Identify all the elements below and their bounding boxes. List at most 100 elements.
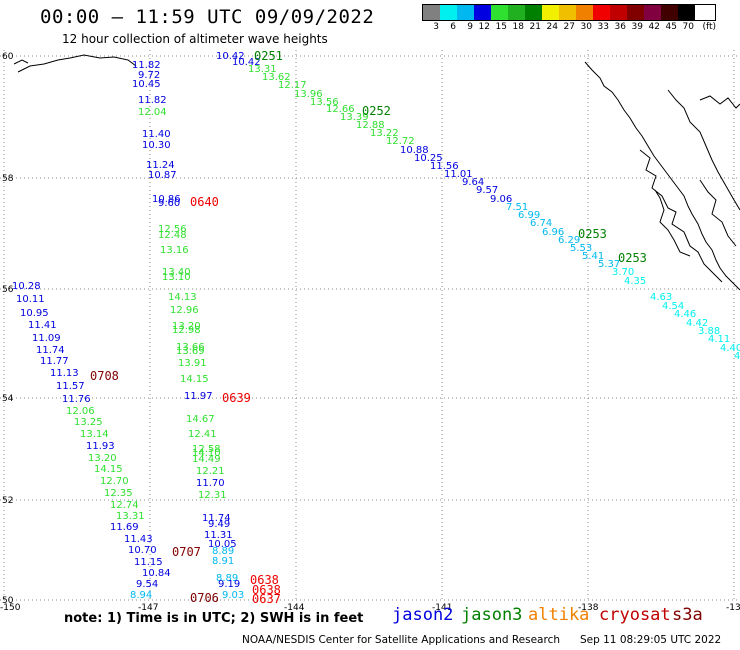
swh-value: 12.96 (170, 305, 199, 316)
latitude-label: 54 (2, 394, 14, 404)
legend-swatch (678, 5, 695, 20)
swh-value: 12.88 (356, 120, 385, 131)
swh-value: 12.21 (196, 466, 225, 477)
legend-tick-label: 18 (512, 22, 524, 32)
swh-value: 12.41 (188, 429, 217, 440)
swh-value: 13.22 (370, 128, 399, 139)
legend-swatch (627, 5, 644, 20)
swh-value: 11.77 (40, 356, 69, 367)
longitude-label: -144 (284, 603, 305, 613)
swh-value: 12.98 (172, 325, 201, 336)
swh-value: 9.57 (476, 185, 498, 196)
swh-value: 10.42 (232, 57, 261, 68)
swh-value: 10.30 (142, 140, 171, 151)
pass-time-label: 0640 (190, 195, 219, 209)
swh-value: 12.04 (138, 107, 167, 118)
map-subtitle: 12 hour collection of altimeter wave hei… (62, 32, 328, 46)
swh-value: 9.03 (222, 590, 244, 601)
swh-value: 14.13 (168, 292, 197, 303)
pass-time-label: 0253 (618, 251, 647, 265)
swh-value: 11.76 (62, 394, 91, 405)
legend-swatch (644, 5, 661, 20)
legend-swatch (576, 5, 593, 20)
swh-value: 9.49 (208, 519, 230, 530)
longitude-label: -147 (138, 603, 158, 613)
pass-time-label: 0637 (252, 592, 281, 606)
map-title: 00:00 – 11:59 UTC 09/09/2022 (40, 6, 375, 28)
swh-value: 11.43 (124, 534, 153, 545)
legend-tick-label: 24 (546, 22, 558, 32)
swh-value: 12.35 (104, 488, 133, 499)
latitude-label: 50 (2, 596, 14, 606)
legend-tick-label: 36 (614, 22, 626, 32)
longitude-label: -150 (0, 603, 21, 613)
swh-value: 10.87 (148, 170, 177, 181)
satellite-name: cryosat (599, 605, 671, 625)
swh-value: 4.40 (720, 343, 740, 354)
swh-value: 14.15 (180, 374, 209, 385)
swh-value: 9.06 (490, 194, 512, 205)
legend-unit: (ft) (702, 22, 716, 32)
legend-tick-label: 12 (478, 22, 490, 32)
swh-value: 11.70 (196, 478, 225, 489)
longitude-label: -13 (726, 603, 740, 613)
swh-value: 11.74 (202, 513, 231, 524)
swh-value: 13.91 (178, 358, 207, 369)
pass-time-label: 0253 (578, 227, 607, 241)
swh-value: 14.49 (192, 454, 221, 465)
swh-value: 10.05 (208, 539, 237, 550)
swh-value: 13.31 (116, 511, 145, 522)
legend-tick-label: 70 (682, 22, 694, 32)
swh-value: 12.17 (278, 80, 307, 91)
swh-value: 12.72 (386, 136, 415, 147)
legend-tick-label: 9 (467, 22, 473, 32)
legend-swatch (593, 5, 610, 20)
pass-time-label: 0252 (362, 104, 391, 118)
swh-value: 13.31 (248, 64, 277, 75)
swh-value: 13.20 (172, 321, 201, 332)
swh-value: 11.56 (430, 161, 459, 172)
legend-swatch (661, 5, 678, 20)
alaska-coastline (13, 54, 740, 291)
legend-tick-label: 39 (631, 22, 643, 32)
swh-value: 6.99 (518, 210, 540, 221)
pass-time-label: 0639 (222, 391, 251, 405)
legend-swatch (440, 5, 457, 20)
swh-labels: 10.4210.4213.3113.6212.1713.9613.5612.66… (12, 51, 740, 601)
swh-value: 10.86 (152, 194, 181, 205)
swh-value: 10.88 (400, 145, 429, 156)
swh-value: 10.95 (20, 308, 49, 319)
legend-swatch (423, 5, 440, 20)
swh-value: 13.69 (176, 346, 205, 357)
swh-value: 9.72 (138, 70, 160, 81)
pass-time-label: 0638 (252, 583, 281, 597)
legend-swatch (508, 5, 525, 20)
swh-value: 10.45 (132, 79, 161, 90)
latitude-label: 58 (2, 174, 14, 184)
swh-value: 9.60 (158, 198, 180, 209)
longitude-label: -138 (578, 603, 599, 613)
pass-time-label: 0708 (90, 369, 119, 383)
swh-value: 12.56 (158, 224, 187, 235)
legend-tick-label: 30 (580, 22, 592, 32)
legend-tick-label: 6 (450, 22, 456, 32)
swh-value: 12.58 (192, 444, 221, 455)
swh-value: 11.82 (132, 60, 161, 71)
legend-swatch (542, 5, 559, 20)
swh-value: 3.88 (698, 326, 720, 337)
swh-value: 8.94 (130, 590, 152, 601)
legend-swatch (610, 5, 627, 20)
swh-value: 10.25 (414, 153, 443, 164)
swh-value: 13.25 (74, 417, 103, 428)
swh-value: 12.48 (158, 230, 187, 241)
map-grid (0, 50, 740, 601)
swh-value: 11.74 (36, 345, 65, 356)
swh-value: 4.11 (708, 334, 730, 345)
swh-value: 11.69 (110, 522, 139, 533)
swh-value: 13.56 (310, 97, 339, 108)
swh-value: 13.20 (88, 453, 117, 464)
swh-value: 10.28 (12, 281, 41, 292)
pass-time-label: 0707 (172, 545, 201, 559)
swh-value: 13.10 (162, 272, 191, 283)
swh-value: 6.29 (558, 235, 580, 246)
